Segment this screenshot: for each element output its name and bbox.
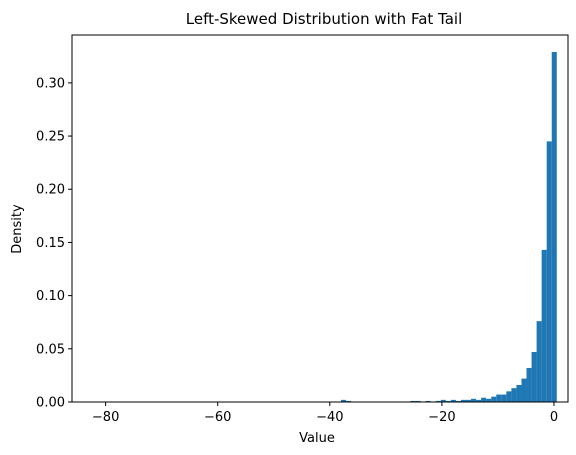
histogram-bar: [541, 249, 547, 402]
histogram-bar: [346, 400, 352, 402]
y-tick-label: 0.20: [36, 183, 65, 198]
histogram-bar: [476, 399, 482, 402]
histogram-bar: [491, 396, 497, 402]
plot-frame: [71, 34, 569, 403]
chart-title: Left-Skewed Distribution with Fat Tail: [186, 10, 463, 28]
histogram-bar: [450, 399, 456, 402]
histogram-bar: [435, 400, 441, 402]
x-tick-label: 0: [550, 410, 558, 425]
y-tick-label: 0.10: [36, 289, 65, 304]
y-tick-label: 0.30: [36, 76, 65, 91]
histogram-bar: [506, 391, 512, 402]
histogram-bar: [455, 400, 461, 402]
x-tick-label: −20: [428, 410, 455, 425]
histogram-bar: [536, 321, 542, 402]
histogram-bar: [526, 367, 532, 402]
y-tick-label: 0.00: [36, 396, 65, 411]
y-tick-label: 0.25: [36, 130, 65, 145]
histogram-bar: [341, 399, 347, 402]
histogram-bar: [425, 400, 431, 402]
x-axis-ticks: −80 −60 −40 −20 0: [92, 402, 558, 425]
histogram-bar: [415, 400, 421, 402]
histogram-bar: [486, 398, 492, 402]
x-tick-label: −40: [316, 410, 343, 425]
histogram-bar: [531, 352, 537, 402]
histogram-bar: [466, 399, 472, 402]
histogram-bar: [516, 384, 522, 402]
histogram-bar: [501, 394, 507, 402]
histogram-bar: [521, 378, 527, 402]
y-tick-label: 0.05: [36, 342, 65, 357]
histogram-bar: [440, 399, 446, 402]
histogram-bar: [471, 398, 477, 402]
histogram-bar: [460, 399, 466, 402]
histogram-bar: [511, 388, 517, 402]
histogram-bar: [551, 52, 557, 403]
histogram-bars: [341, 52, 557, 403]
histogram-bar: [496, 394, 502, 402]
y-axis-ticks: 0.00 0.05 0.10 0.15 0.20 0.25 0.30: [36, 76, 72, 411]
y-axis-label: Density: [10, 204, 25, 254]
histogram-bar: [445, 400, 451, 402]
y-tick-label: 0.15: [36, 236, 65, 251]
axes: [71, 34, 569, 403]
histogram-bar: [481, 397, 487, 402]
x-tick-label: −80: [92, 410, 119, 425]
x-axis-label: Value: [299, 431, 335, 446]
histogram-bar: [410, 400, 416, 402]
x-tick-label: −60: [204, 410, 231, 425]
histogram-bar: [546, 141, 552, 402]
